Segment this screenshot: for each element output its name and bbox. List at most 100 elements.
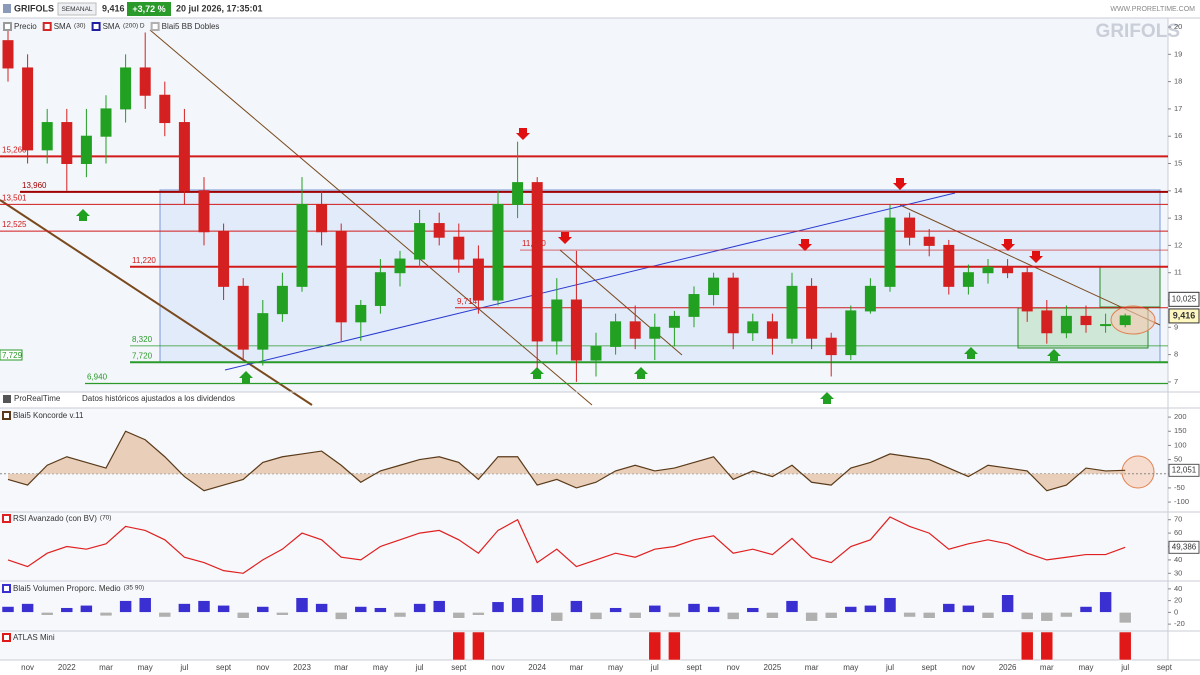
candle-body [335, 231, 347, 323]
bar [1020, 631, 1034, 661]
level-label: 7,729 [2, 351, 23, 360]
candle-body [551, 299, 563, 342]
level-label: 13,960 [22, 181, 47, 190]
trendline [0, 199, 313, 406]
bar [236, 612, 250, 619]
y-tick-label: 0 [1174, 607, 1178, 616]
candle-body [276, 285, 288, 315]
y-tick-label: 12 [1174, 240, 1182, 249]
x-tick-label: may [138, 663, 153, 672]
level-label: 7,720 [132, 351, 153, 360]
value-tag [1168, 463, 1200, 477]
x-tick-label: jul [885, 663, 894, 672]
candle-body [120, 67, 132, 110]
bar [844, 606, 858, 613]
area-fill [8, 431, 1126, 491]
price-tag-label: 9,416 [1173, 310, 1196, 320]
x-tick-label: sept [216, 663, 232, 672]
candle-body [1080, 315, 1092, 326]
bar [981, 612, 995, 619]
candle-body [904, 217, 916, 238]
bar [452, 631, 466, 661]
x-tick-label: may [1078, 663, 1093, 672]
bar [746, 607, 760, 613]
period-box [57, 2, 97, 16]
y-tick-label: 50 [1174, 455, 1182, 464]
trendline [899, 204, 1161, 326]
y-tick-label: 9 [1174, 322, 1178, 331]
legend-label: Blai5 BB Dobles [162, 22, 220, 31]
x-tick-label: mar [1040, 663, 1054, 672]
bar [491, 601, 505, 613]
candle-body [629, 321, 641, 339]
icon [3, 4, 11, 13]
bar [452, 612, 466, 619]
bar [1, 606, 15, 613]
bar [903, 612, 916, 618]
bar [334, 612, 348, 620]
level-label: 12,525 [2, 220, 27, 229]
y-tick-label: 30 [1174, 568, 1182, 577]
bar [589, 612, 603, 620]
bar [1060, 612, 1073, 618]
candle-body [531, 182, 543, 342]
bar [40, 612, 54, 616]
candle-body [433, 223, 445, 238]
panel-title: RSI Avanzado (con BV) [13, 514, 97, 523]
candle-body [806, 285, 818, 339]
candle-body [923, 236, 935, 246]
y-tick-label: 15 [1174, 158, 1182, 167]
y-tick-label: -20 [1174, 619, 1185, 628]
highlight [1110, 305, 1156, 335]
x-tick-label: mar [334, 663, 348, 672]
x-tick-label: 2024 [528, 663, 546, 672]
candle-body [355, 304, 367, 323]
bar [60, 607, 74, 613]
datetime: 20 jul 2026, 17:35:01 [176, 3, 263, 13]
y-tick-label: 100 [1174, 440, 1187, 449]
x-tick-label: 2023 [293, 663, 311, 672]
candle-body [1119, 315, 1131, 326]
x-tick-label: mar [99, 663, 113, 672]
bar [511, 597, 524, 613]
price-tag [1168, 308, 1200, 324]
y-tick-label: 40 [1174, 555, 1182, 564]
candle-body [41, 122, 53, 151]
bar [962, 605, 975, 613]
bar [197, 600, 211, 613]
bar [1040, 612, 1054, 622]
legend-params: (200) D [123, 23, 145, 30]
bar [119, 600, 132, 613]
bar [805, 612, 818, 622]
x-tick-label: sept [922, 663, 938, 672]
bar [628, 612, 642, 619]
panel-icon [2, 514, 11, 523]
zone [1099, 266, 1161, 308]
level-label: 15,260 [2, 146, 27, 155]
level-label: 11,220 [132, 256, 156, 265]
y-tick-label: 20 [1174, 22, 1182, 31]
panel-title: ATLAS Mini [13, 633, 55, 642]
candle-body [80, 135, 92, 165]
candle-body [610, 321, 622, 347]
bar [1079, 606, 1093, 613]
y-tick-label: 70 [1174, 515, 1182, 524]
bar [824, 612, 838, 619]
bar [766, 612, 779, 619]
level-label: 9,714 [457, 297, 478, 306]
y-tick-label: 19 [1174, 49, 1182, 58]
price-tag-label: 10,025 [1172, 294, 1197, 303]
candle-body [962, 272, 974, 287]
x-tick-label: mar [805, 663, 819, 672]
legend-swatch [3, 22, 12, 31]
bar [178, 603, 191, 613]
candle-body [414, 223, 426, 260]
indicator-plot [0, 408, 1168, 660]
bar [80, 605, 93, 613]
x-tick-label: 2022 [58, 663, 76, 672]
candle-body [786, 285, 798, 339]
candle-body [649, 326, 661, 339]
header: GRIFOLS SEMANAL 9,416 +3,72 % 20 jul 202… [3, 2, 1195, 16]
candle-body [394, 258, 406, 274]
